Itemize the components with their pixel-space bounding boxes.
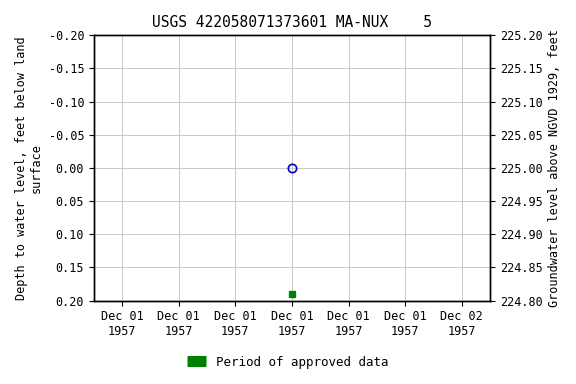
- Legend: Period of approved data: Period of approved data: [183, 351, 393, 374]
- Title: USGS 422058071373601 MA-NUX    5: USGS 422058071373601 MA-NUX 5: [152, 15, 432, 30]
- Y-axis label: Depth to water level, feet below land
surface: Depth to water level, feet below land su…: [15, 36, 43, 300]
- Y-axis label: Groundwater level above NGVD 1929, feet: Groundwater level above NGVD 1929, feet: [548, 29, 561, 307]
